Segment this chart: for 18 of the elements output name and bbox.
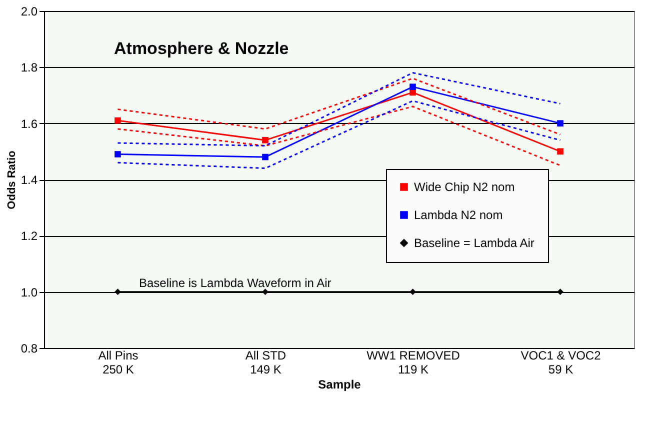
x-tick-label: All Pins 250 K	[98, 348, 138, 376]
annotation: Baseline is Lambda Waveform in Air	[139, 276, 332, 290]
y-tick-label: 2.0	[20, 4, 38, 18]
legend-label: Baseline = Lambda Air	[414, 236, 534, 250]
legend-label: Lambda N2 nom	[414, 208, 503, 222]
y-tick-label: 1.8	[20, 60, 38, 75]
x-tick-label: All STD 149 K	[245, 348, 286, 376]
x-tick-label: WW1 REMOVED 119 K	[366, 348, 460, 376]
y-tick-label: 1.0	[20, 285, 38, 300]
y-tick-label: 1.6	[20, 116, 38, 131]
y-tick-label: 0.8	[20, 342, 38, 356]
y-tick-label: 1.2	[20, 229, 38, 244]
x-axis-title: Sample	[318, 378, 362, 392]
y-tick-label: 1.4	[20, 173, 38, 187]
x-tick-label: VOC1 & VOC2 59 K	[520, 348, 602, 376]
legend-label: Wide Chip N2 nom	[414, 180, 515, 194]
y-axis-title: Odds Ratio	[6, 150, 18, 210]
text: Atmosphere & Nozzle	[114, 39, 289, 58]
